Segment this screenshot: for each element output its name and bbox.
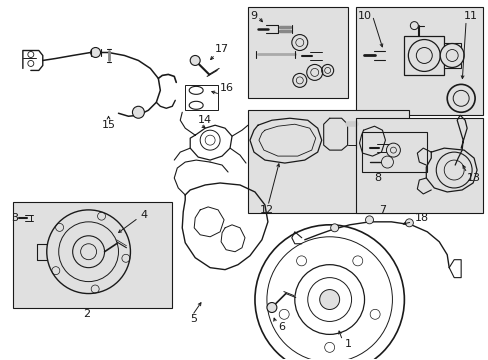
Bar (443, 42, 460, 68)
Bar (247, 110, 408, 213)
Circle shape (319, 289, 339, 310)
Circle shape (386, 143, 400, 157)
Bar (355, 7, 482, 115)
Text: 12: 12 (260, 205, 273, 215)
Circle shape (365, 216, 373, 224)
Circle shape (381, 156, 393, 168)
Circle shape (407, 40, 439, 71)
Bar (185, 85, 218, 110)
Text: 6: 6 (277, 323, 285, 332)
Text: 17: 17 (215, 44, 229, 54)
Text: 9: 9 (249, 11, 257, 21)
Circle shape (409, 22, 417, 30)
Circle shape (439, 44, 463, 67)
Bar (355, 118, 482, 213)
Circle shape (405, 219, 412, 227)
Text: 7: 7 (379, 205, 386, 215)
Bar (361, 132, 427, 172)
Circle shape (132, 106, 144, 118)
Circle shape (90, 48, 101, 58)
Circle shape (190, 55, 200, 66)
Text: 8: 8 (373, 173, 380, 183)
Circle shape (266, 302, 276, 312)
Bar (247, 7, 347, 98)
Circle shape (330, 224, 338, 232)
Text: 5: 5 (190, 314, 197, 324)
Text: 4: 4 (140, 210, 147, 220)
Bar (13, 202, 172, 307)
Text: 13: 13 (466, 173, 480, 183)
Text: 16: 16 (220, 84, 234, 93)
Text: 14: 14 (198, 115, 212, 125)
Text: 2: 2 (83, 310, 90, 319)
Text: 3: 3 (11, 213, 18, 223)
Text: 10: 10 (357, 11, 371, 21)
Text: 18: 18 (413, 213, 427, 223)
Text: 11: 11 (463, 11, 477, 21)
Bar (404, 36, 443, 75)
Text: 1: 1 (344, 339, 351, 349)
Text: 15: 15 (102, 120, 115, 130)
